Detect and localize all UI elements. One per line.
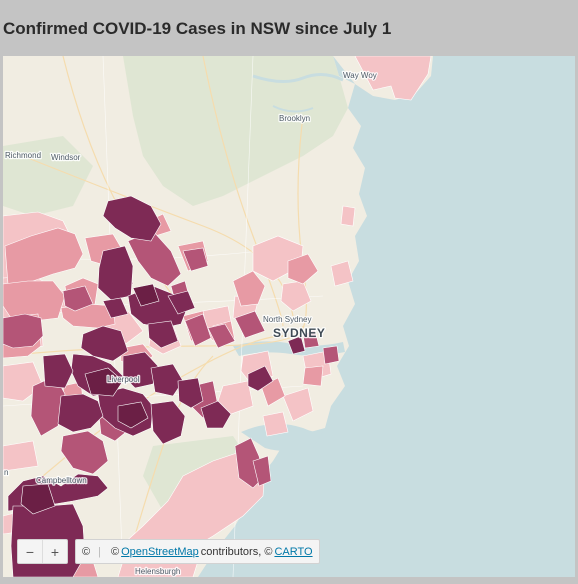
- leaflet-icon: ©: [82, 545, 91, 558]
- zoom-out-button[interactable]: −: [25, 543, 35, 560]
- suburb-region[interactable]: [282, 387, 314, 422]
- place-label-edge: n: [4, 468, 8, 477]
- suburb-region[interactable]: [3, 280, 66, 322]
- suburb-region[interactable]: [234, 310, 266, 339]
- place-label-campbelltown: Campbelltown: [36, 476, 87, 485]
- suburb-region[interactable]: [147, 320, 179, 349]
- suburb-region[interactable]: [3, 440, 39, 472]
- suburb-region[interactable]: [287, 253, 319, 285]
- map[interactable]: Way Woy Brooklyn Richmond Windsor North …: [3, 56, 575, 577]
- suburb-region[interactable]: [102, 297, 129, 319]
- suburb-region[interactable]: [182, 247, 209, 272]
- suburb-region[interactable]: [302, 329, 320, 349]
- suburb-region[interactable]: [167, 290, 196, 315]
- suburb-region[interactable]: [102, 195, 162, 242]
- place-label-richmond: Richmond: [5, 151, 41, 160]
- suburb-region[interactable]: [252, 455, 272, 487]
- suburb-region[interactable]: [117, 401, 149, 429]
- suburb-region[interactable]: [287, 335, 306, 355]
- suburb-region[interactable]: [122, 351, 159, 389]
- suburb-region[interactable]: [232, 270, 266, 307]
- case-level-5: [20, 283, 160, 515]
- park-area: [123, 56, 348, 206]
- suburb-region[interactable]: [84, 367, 124, 397]
- river: [252, 73, 344, 83]
- suburb-region[interactable]: [302, 365, 324, 387]
- place-label-way-woy: Way Woy: [343, 71, 377, 80]
- place-label-helensburgh: Helensburgh: [135, 567, 180, 576]
- botany-bay: [241, 423, 325, 451]
- zoom-control: − +: [17, 539, 68, 564]
- place-label-liverpool: Liverpool: [107, 375, 140, 384]
- map-canvas[interactable]: Way Woy Brooklyn Richmond Windsor North …: [3, 56, 575, 577]
- suburb-region[interactable]: [150, 363, 184, 397]
- place-label-north-sydney: North Sydney: [263, 315, 311, 324]
- suburb-region[interactable]: [322, 345, 340, 365]
- attribution-middle: contributors, ©: [200, 545, 273, 558]
- attribution-prefix: ©: [110, 545, 120, 558]
- place-label-sydney: SYDNEY: [273, 326, 325, 340]
- carto-link[interactable]: CARTO: [274, 545, 313, 558]
- suburb-region[interactable]: [127, 230, 182, 287]
- attribution-divider: |: [98, 545, 101, 558]
- suburb-region[interactable]: [60, 430, 109, 475]
- suburb-region[interactable]: [247, 365, 274, 392]
- suburb-region[interactable]: [20, 483, 56, 515]
- map-attribution: © | © OpenStreetMap contributors, © CART…: [75, 539, 320, 564]
- suburb-region[interactable]: [42, 353, 74, 389]
- suburb-region[interactable]: [150, 400, 186, 445]
- zoom-in-button[interactable]: +: [42, 540, 67, 563]
- suburb-region[interactable]: [217, 380, 254, 415]
- place-label-brooklyn: Brooklyn: [279, 114, 310, 123]
- suburb-region[interactable]: [207, 323, 236, 349]
- page-title: Confirmed COVID-19 Cases in NSW since Ju…: [3, 19, 392, 38]
- suburb-region[interactable]: [80, 325, 129, 362]
- suburb-region[interactable]: [262, 411, 289, 437]
- suburb-region[interactable]: [132, 283, 160, 307]
- openstreetmap-link[interactable]: OpenStreetMap: [121, 545, 199, 558]
- suburb-region[interactable]: [97, 245, 134, 301]
- suburb-region[interactable]: [200, 400, 232, 429]
- place-label-windsor: Windsor: [51, 153, 81, 162]
- suburb-region[interactable]: [62, 285, 94, 312]
- park-area: [3, 136, 93, 216]
- suburb-region[interactable]: [57, 393, 104, 433]
- suburb-region[interactable]: [340, 205, 356, 227]
- suburb-region[interactable]: [330, 260, 354, 287]
- suburb-region[interactable]: [354, 56, 432, 101]
- river: [272, 105, 314, 113]
- suburb-region[interactable]: [3, 313, 44, 349]
- suburb-region[interactable]: [177, 377, 204, 409]
- suburb-region[interactable]: [184, 313, 212, 347]
